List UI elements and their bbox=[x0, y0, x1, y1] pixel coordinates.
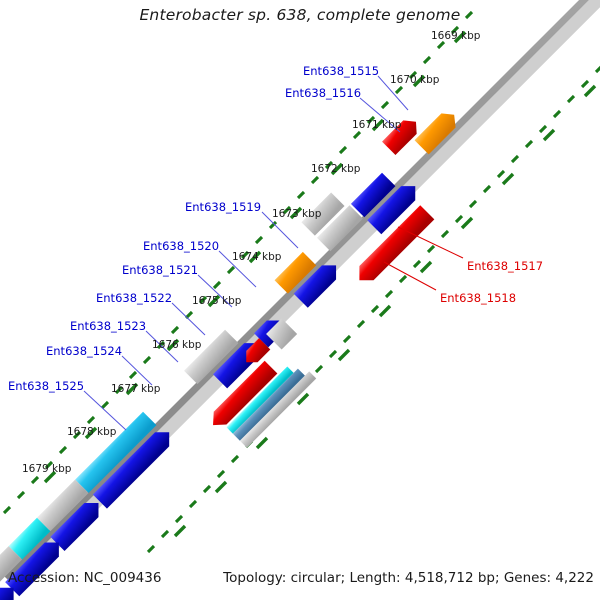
feature-band-upper-orange[interactable] bbox=[274, 251, 317, 294]
feature-1518-steel[interactable] bbox=[232, 368, 305, 441]
gene-label-ent638_1524[interactable]: Ent638_1524 bbox=[46, 344, 123, 358]
axis-tick-label: 1669 kbp bbox=[431, 30, 481, 42]
gene-arrow-upper-blue-1[interactable] bbox=[293, 258, 343, 308]
feature-band-upper-blue[interactable] bbox=[350, 172, 396, 218]
leader-line-ent638_1521 bbox=[197, 274, 233, 308]
axis-tick-label: 1673 kbp bbox=[272, 208, 322, 220]
axis-tick-label: 1671 kbp bbox=[352, 119, 402, 131]
feature-band-1519[interactable] bbox=[75, 411, 157, 494]
gene-arrow-upper-red[interactable] bbox=[352, 205, 435, 287]
gene-arrow-corner-red[interactable] bbox=[382, 115, 422, 156]
feature-1518-cyan[interactable] bbox=[226, 366, 294, 434]
gene-label-ent638_1517[interactable]: Ent638_1517 bbox=[467, 259, 544, 273]
leader-line-ent638_1519 bbox=[261, 211, 299, 249]
leader-line-ent638_1515 bbox=[377, 75, 409, 111]
gene-arrow-1521[interactable] bbox=[5, 535, 66, 597]
gene-label-ent638_1519[interactable]: Ent638_1519 bbox=[185, 200, 262, 214]
tick-ruler-lower bbox=[146, 65, 600, 554]
gene-arrow-1520[interactable] bbox=[50, 496, 105, 552]
feature-band-1515[interactable] bbox=[184, 329, 239, 385]
axis-tick-label: 1677 kbp bbox=[111, 383, 161, 395]
leader-line-ent638_1516 bbox=[359, 97, 401, 133]
gene-arrow-corner-orange[interactable] bbox=[414, 108, 462, 155]
feature-band-1522[interactable] bbox=[0, 546, 23, 600]
gene-label-ent638_1525[interactable]: Ent638_1525 bbox=[8, 379, 85, 393]
axis-tick-label: 1670 kbp bbox=[390, 74, 440, 86]
reverse-strand-features bbox=[207, 205, 435, 448]
gene-arrow-1519[interactable] bbox=[92, 425, 176, 509]
leader-line-ent638_1520 bbox=[218, 250, 257, 288]
genome-stats-text: Topology: circular; Length: 4,518,712 bp… bbox=[223, 570, 594, 586]
genome-axis-line bbox=[3, 0, 589, 581]
gene-label-ent638_1523[interactable]: Ent638_1523 bbox=[70, 319, 147, 333]
axis-tick-label: 1676 kbp bbox=[152, 339, 202, 351]
axis-tick-label: 1672 kbp bbox=[311, 163, 361, 175]
leader-line-ent638_1524 bbox=[121, 355, 153, 386]
leader-line-ent638_1518 bbox=[383, 261, 437, 291]
gene-label-ent638_1522[interactable]: Ent638_1522 bbox=[96, 291, 173, 305]
gene-label-ent638_1518[interactable]: Ent638_1518 bbox=[440, 291, 517, 305]
feature-band-1521[interactable] bbox=[8, 517, 51, 560]
gene-arrow-1517-red[interactable] bbox=[207, 360, 278, 432]
leader-line-ent638_1517 bbox=[397, 226, 464, 259]
gene-label-ent638_1520[interactable]: Ent638_1520 bbox=[143, 239, 220, 253]
gene-arrow-1517-cap[interactable] bbox=[241, 338, 271, 368]
axis-tick-label: 1675 kbp bbox=[192, 295, 242, 307]
feature-1518-grey[interactable] bbox=[239, 371, 317, 448]
leader-line-ent638_1525 bbox=[83, 390, 127, 431]
leader-line-ent638_1523 bbox=[145, 330, 179, 363]
accession-text: Accession: NC_009436 bbox=[8, 570, 162, 586]
feature-band-1520[interactable] bbox=[36, 479, 89, 532]
feature-corner-grey[interactable] bbox=[301, 192, 345, 236]
gene-label-ent638_1516[interactable]: Ent638_1516 bbox=[285, 86, 362, 100]
forward-outer-domain-band bbox=[0, 172, 396, 600]
corner-features-topright bbox=[301, 108, 462, 236]
tick-ruler-upper bbox=[2, 10, 474, 515]
gene-label-ent638_1515[interactable]: Ent638_1515 bbox=[303, 64, 380, 78]
leader-line-ent638_1522 bbox=[171, 302, 206, 336]
label-leader-lines bbox=[83, 75, 464, 431]
axis-tick-label: 1674 kbp bbox=[232, 251, 282, 263]
gene-arrow-upper-blue-2[interactable] bbox=[367, 179, 422, 235]
axis-tick-label: 1679 kbp bbox=[22, 463, 72, 475]
axis-tick-label: 1678 kbp bbox=[67, 426, 117, 438]
feature-band-upper-grey[interactable] bbox=[316, 205, 363, 252]
gene-label-ent638_1521[interactable]: Ent638_1521 bbox=[122, 263, 199, 277]
page-title: Enterobacter sp. 638, complete genome bbox=[139, 6, 461, 24]
